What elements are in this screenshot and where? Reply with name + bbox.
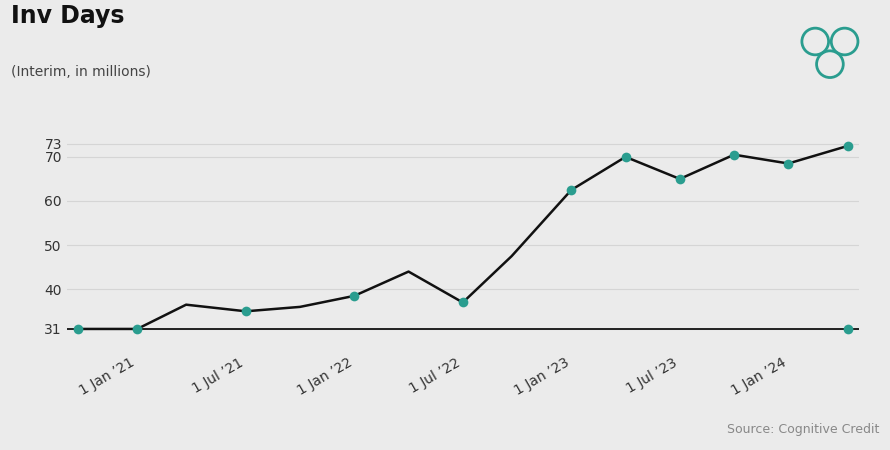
- Text: Inv Days: Inv Days: [11, 4, 125, 28]
- Text: Source: Cognitive Credit: Source: Cognitive Credit: [727, 423, 879, 436]
- Text: (Interim, in millions): (Interim, in millions): [11, 65, 150, 79]
